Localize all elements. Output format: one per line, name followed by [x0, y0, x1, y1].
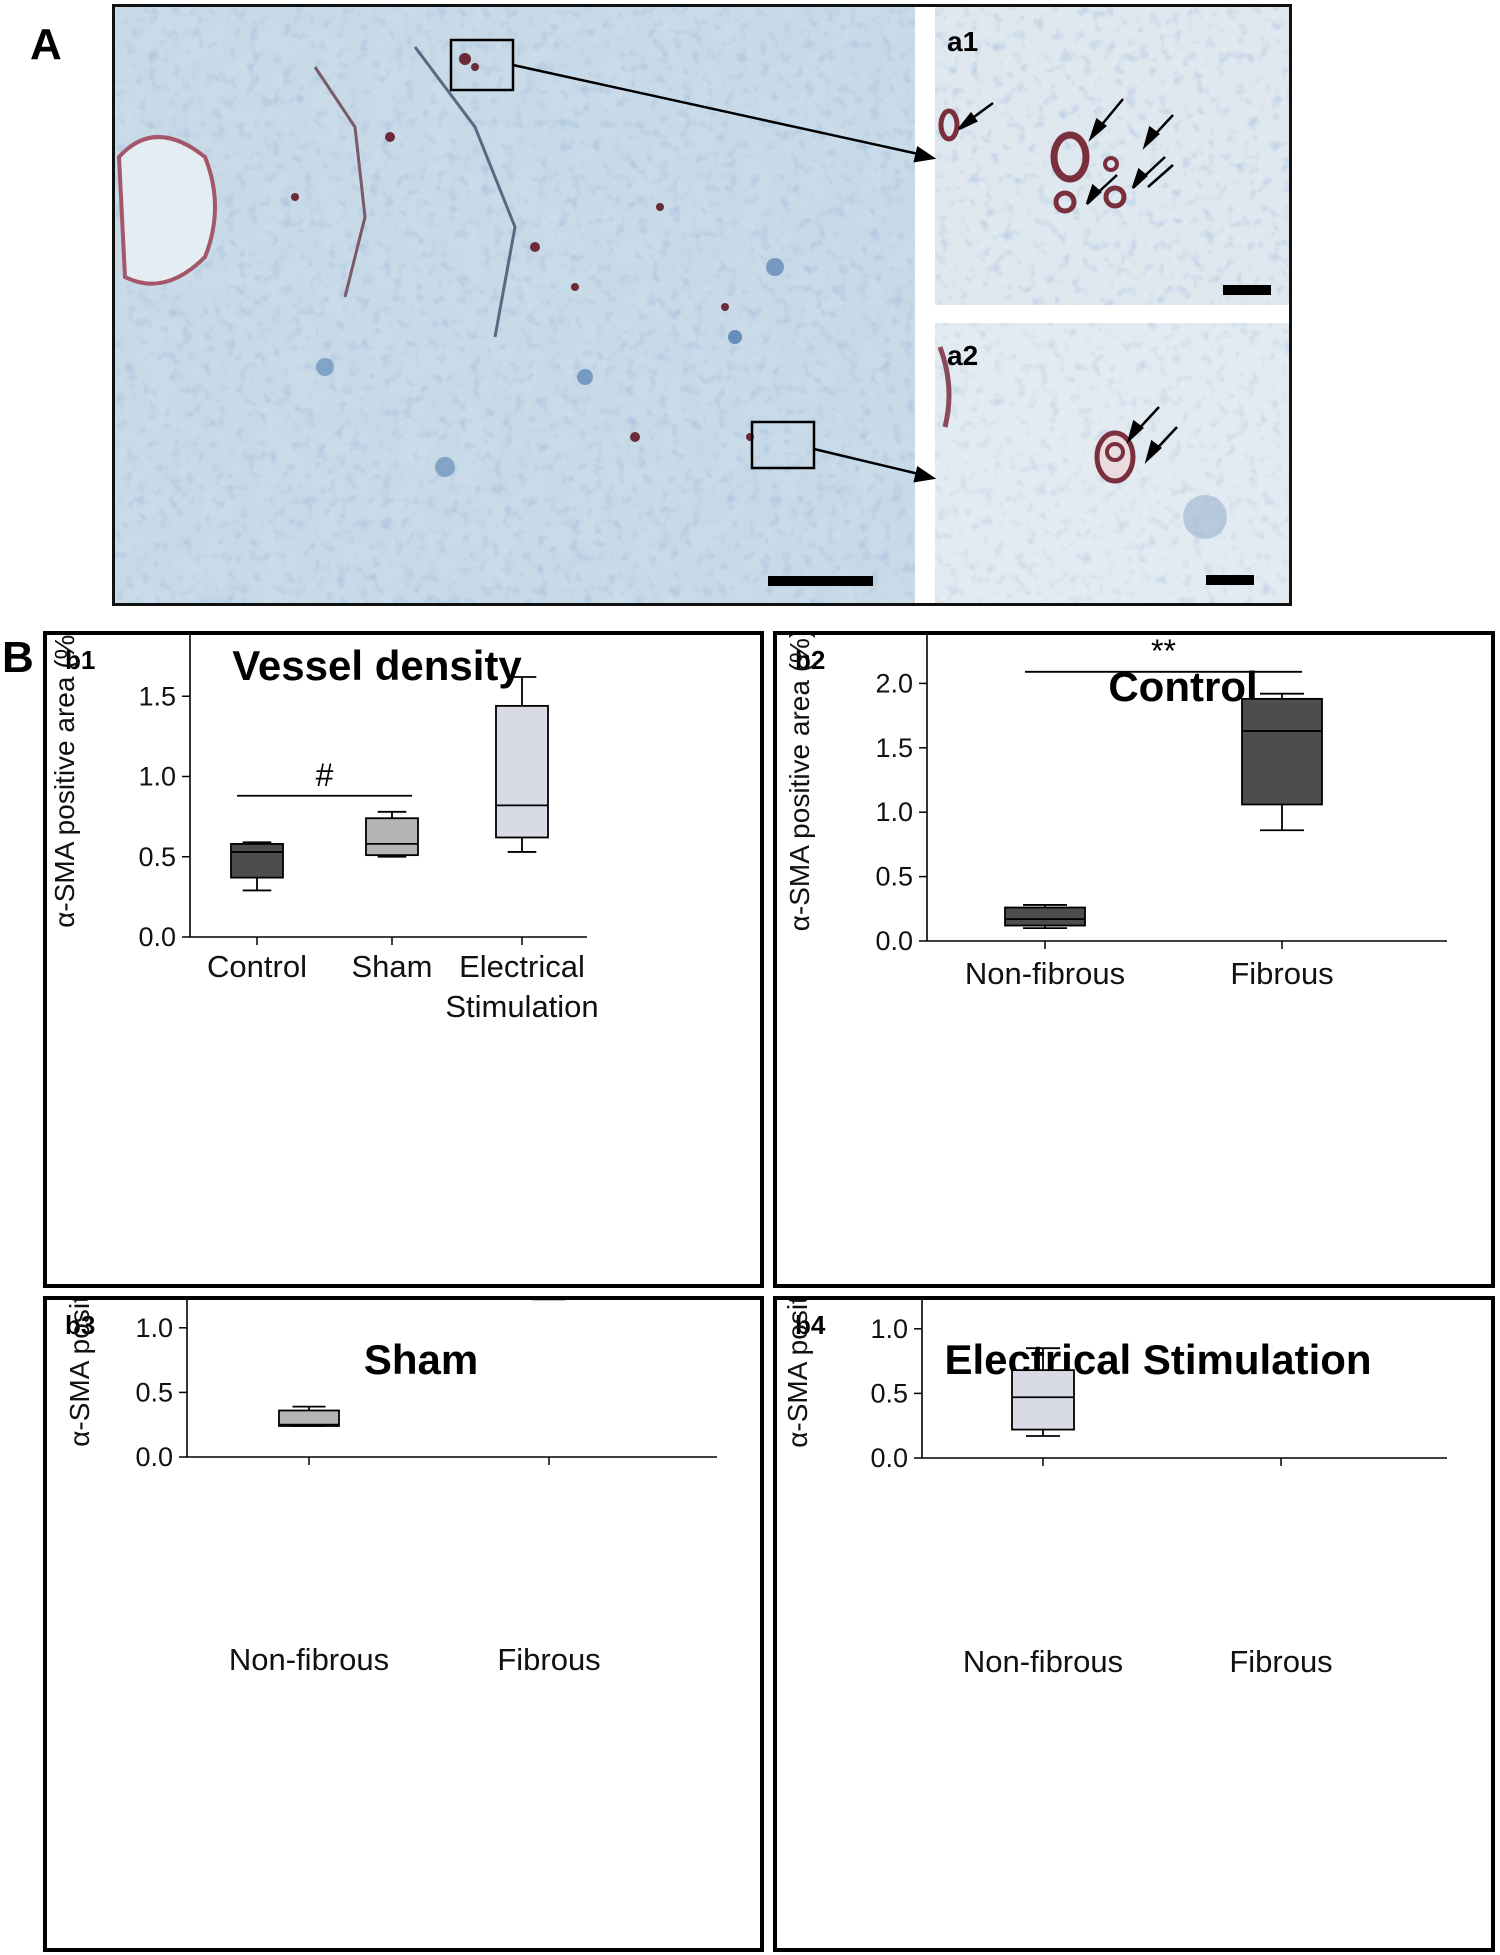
inset-arrows [958, 98, 1178, 464]
y-tick-label-b4: 1.0 [870, 1314, 908, 1344]
box-iqr [278, 1409, 340, 1427]
micrograph-svg: a1 a2 [115, 7, 1289, 603]
chart-title-b1: Vessel density [232, 642, 522, 689]
panel-label-b4: b4 [795, 1310, 826, 1340]
y-axis-label-b4: α-SMA positive area (%) [782, 1300, 813, 1448]
y-tick-label-b4: 0.5 [870, 1378, 908, 1408]
box-b4-0 [1011, 1347, 1075, 1437]
chart-title-b4: Electrical Stimulation [944, 1336, 1371, 1383]
panel-a-label: A [30, 20, 62, 69]
panel-b-label: B [2, 633, 34, 682]
inset-a1-label: a1 [947, 26, 978, 57]
significance-label-b2: ** [1151, 635, 1176, 669]
connector-arrows [512, 63, 937, 483]
y-axis-label-b1: α-SMA positive area (%) [49, 635, 80, 928]
y-axis-label-b2: α-SMA positive area (%) [784, 635, 815, 931]
y-tick-label-b3: 0.0 [135, 1442, 173, 1472]
box-b1-2 [495, 676, 549, 853]
box-iqr [1011, 1369, 1075, 1431]
y-tick-label-b2: 0.0 [875, 926, 913, 956]
y-tick-label-b2: 2.0 [875, 668, 913, 698]
significance-label-b1: # [316, 757, 334, 793]
inset-a2-micrograph [935, 323, 1289, 603]
y-tick-label-b1: 0.0 [138, 922, 176, 952]
box-iqr [1241, 697, 1323, 806]
category-label-b1: Electrical [459, 949, 585, 984]
main-micrograph [115, 7, 915, 603]
category-label-b4: Fibrous [1229, 1644, 1332, 1679]
box-b1-0 [230, 841, 284, 892]
category-label-b2: Non-fibrous [965, 956, 1125, 991]
panel-label-b3: b3 [65, 1310, 95, 1340]
box-iqr [1004, 906, 1086, 927]
chart-title-b2: Control [1108, 663, 1257, 710]
y-tick-label-b2: 1.5 [875, 733, 913, 763]
y-tick-label-b4: 0.0 [870, 1443, 908, 1473]
category-label-b2: Fibrous [1230, 956, 1333, 991]
box-b2-0 [1004, 904, 1086, 930]
box-b3-0 [278, 1405, 340, 1427]
box-iqr [365, 817, 419, 857]
y-tick-label-b2: 1.0 [875, 797, 913, 827]
y-tick-label-b2: 0.5 [875, 862, 913, 892]
box-b1-1 [365, 810, 419, 858]
box-iqr [230, 843, 284, 879]
inset-a2-label: a2 [947, 340, 978, 371]
micrograph-figure: a1 a2 [112, 4, 1292, 606]
panel-label-b1: b1 [65, 645, 95, 675]
category-label-b1: Stimulation [445, 989, 598, 1024]
chart-title-b3: Sham [364, 1336, 478, 1383]
y-tick-label-b3: 0.5 [135, 1377, 173, 1407]
panel-label-b2: b2 [795, 645, 825, 675]
category-label-b1: Sham [352, 949, 433, 984]
category-label-b3: Fibrous [497, 1642, 600, 1677]
category-label-b3: Non-fibrous [229, 1642, 389, 1677]
y-axis-label-b3: α-SMA positive area (%) [64, 1300, 95, 1447]
y-tick-label-b1: 0.5 [138, 842, 176, 872]
inset-a1-micrograph [935, 7, 1289, 305]
y-tick-label-b3: 1.0 [135, 1313, 173, 1343]
category-label-b1: Control [207, 949, 307, 984]
box-iqr [495, 704, 549, 839]
y-tick-label-b1: 1.5 [138, 681, 176, 711]
y-tick-label-b1: 1.0 [138, 762, 176, 792]
category-label-b4: Non-fibrous [963, 1644, 1123, 1679]
box-b2-1 [1241, 692, 1323, 832]
